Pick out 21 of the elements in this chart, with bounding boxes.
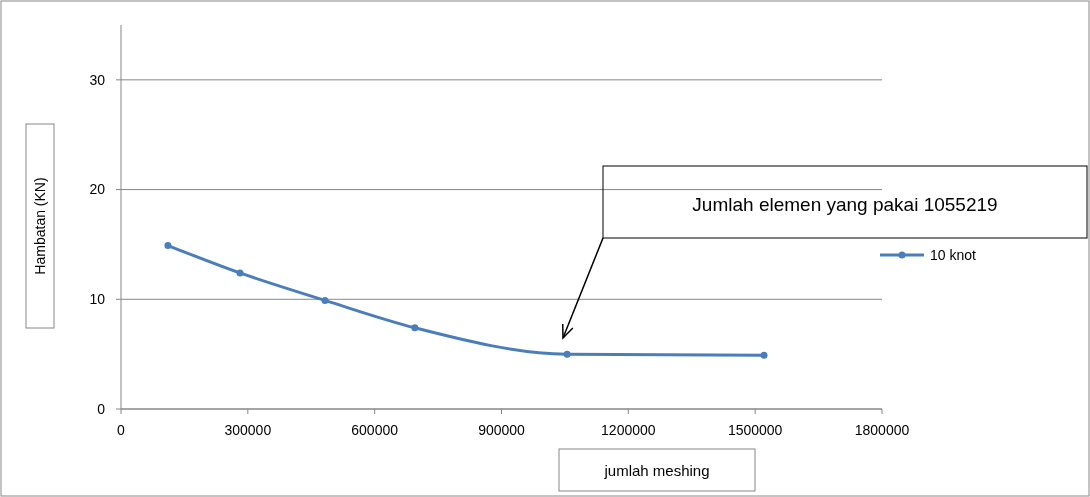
- y-tick-label: 10: [89, 291, 106, 308]
- x-tick-label: 1800000: [854, 422, 910, 438]
- y-tick-label: 20: [89, 181, 106, 198]
- x-tick-label: 1500000: [727, 422, 783, 438]
- x-axis-title: jumlah meshing: [603, 462, 710, 479]
- y-axis-title: Hambatan (KN): [32, 177, 48, 275]
- point: [236, 269, 244, 277]
- y-tick-label: 30: [89, 71, 106, 88]
- point: [563, 350, 571, 358]
- point: [760, 351, 768, 359]
- point: [411, 324, 419, 332]
- x-tick-label: 300000: [224, 422, 272, 438]
- point: [321, 296, 329, 304]
- legend-label: 10 knot: [930, 246, 977, 263]
- x-tick-label: 900000: [478, 422, 526, 438]
- x-tick-label: 0: [117, 422, 126, 438]
- annotation: Jumlah elemen yang pakai 1055219: [692, 193, 998, 215]
- y-tick-label: 0: [97, 400, 106, 417]
- x-tick-label: 600000: [351, 422, 399, 438]
- point: [164, 242, 172, 250]
- x-tick-label: 1200000: [601, 422, 656, 438]
